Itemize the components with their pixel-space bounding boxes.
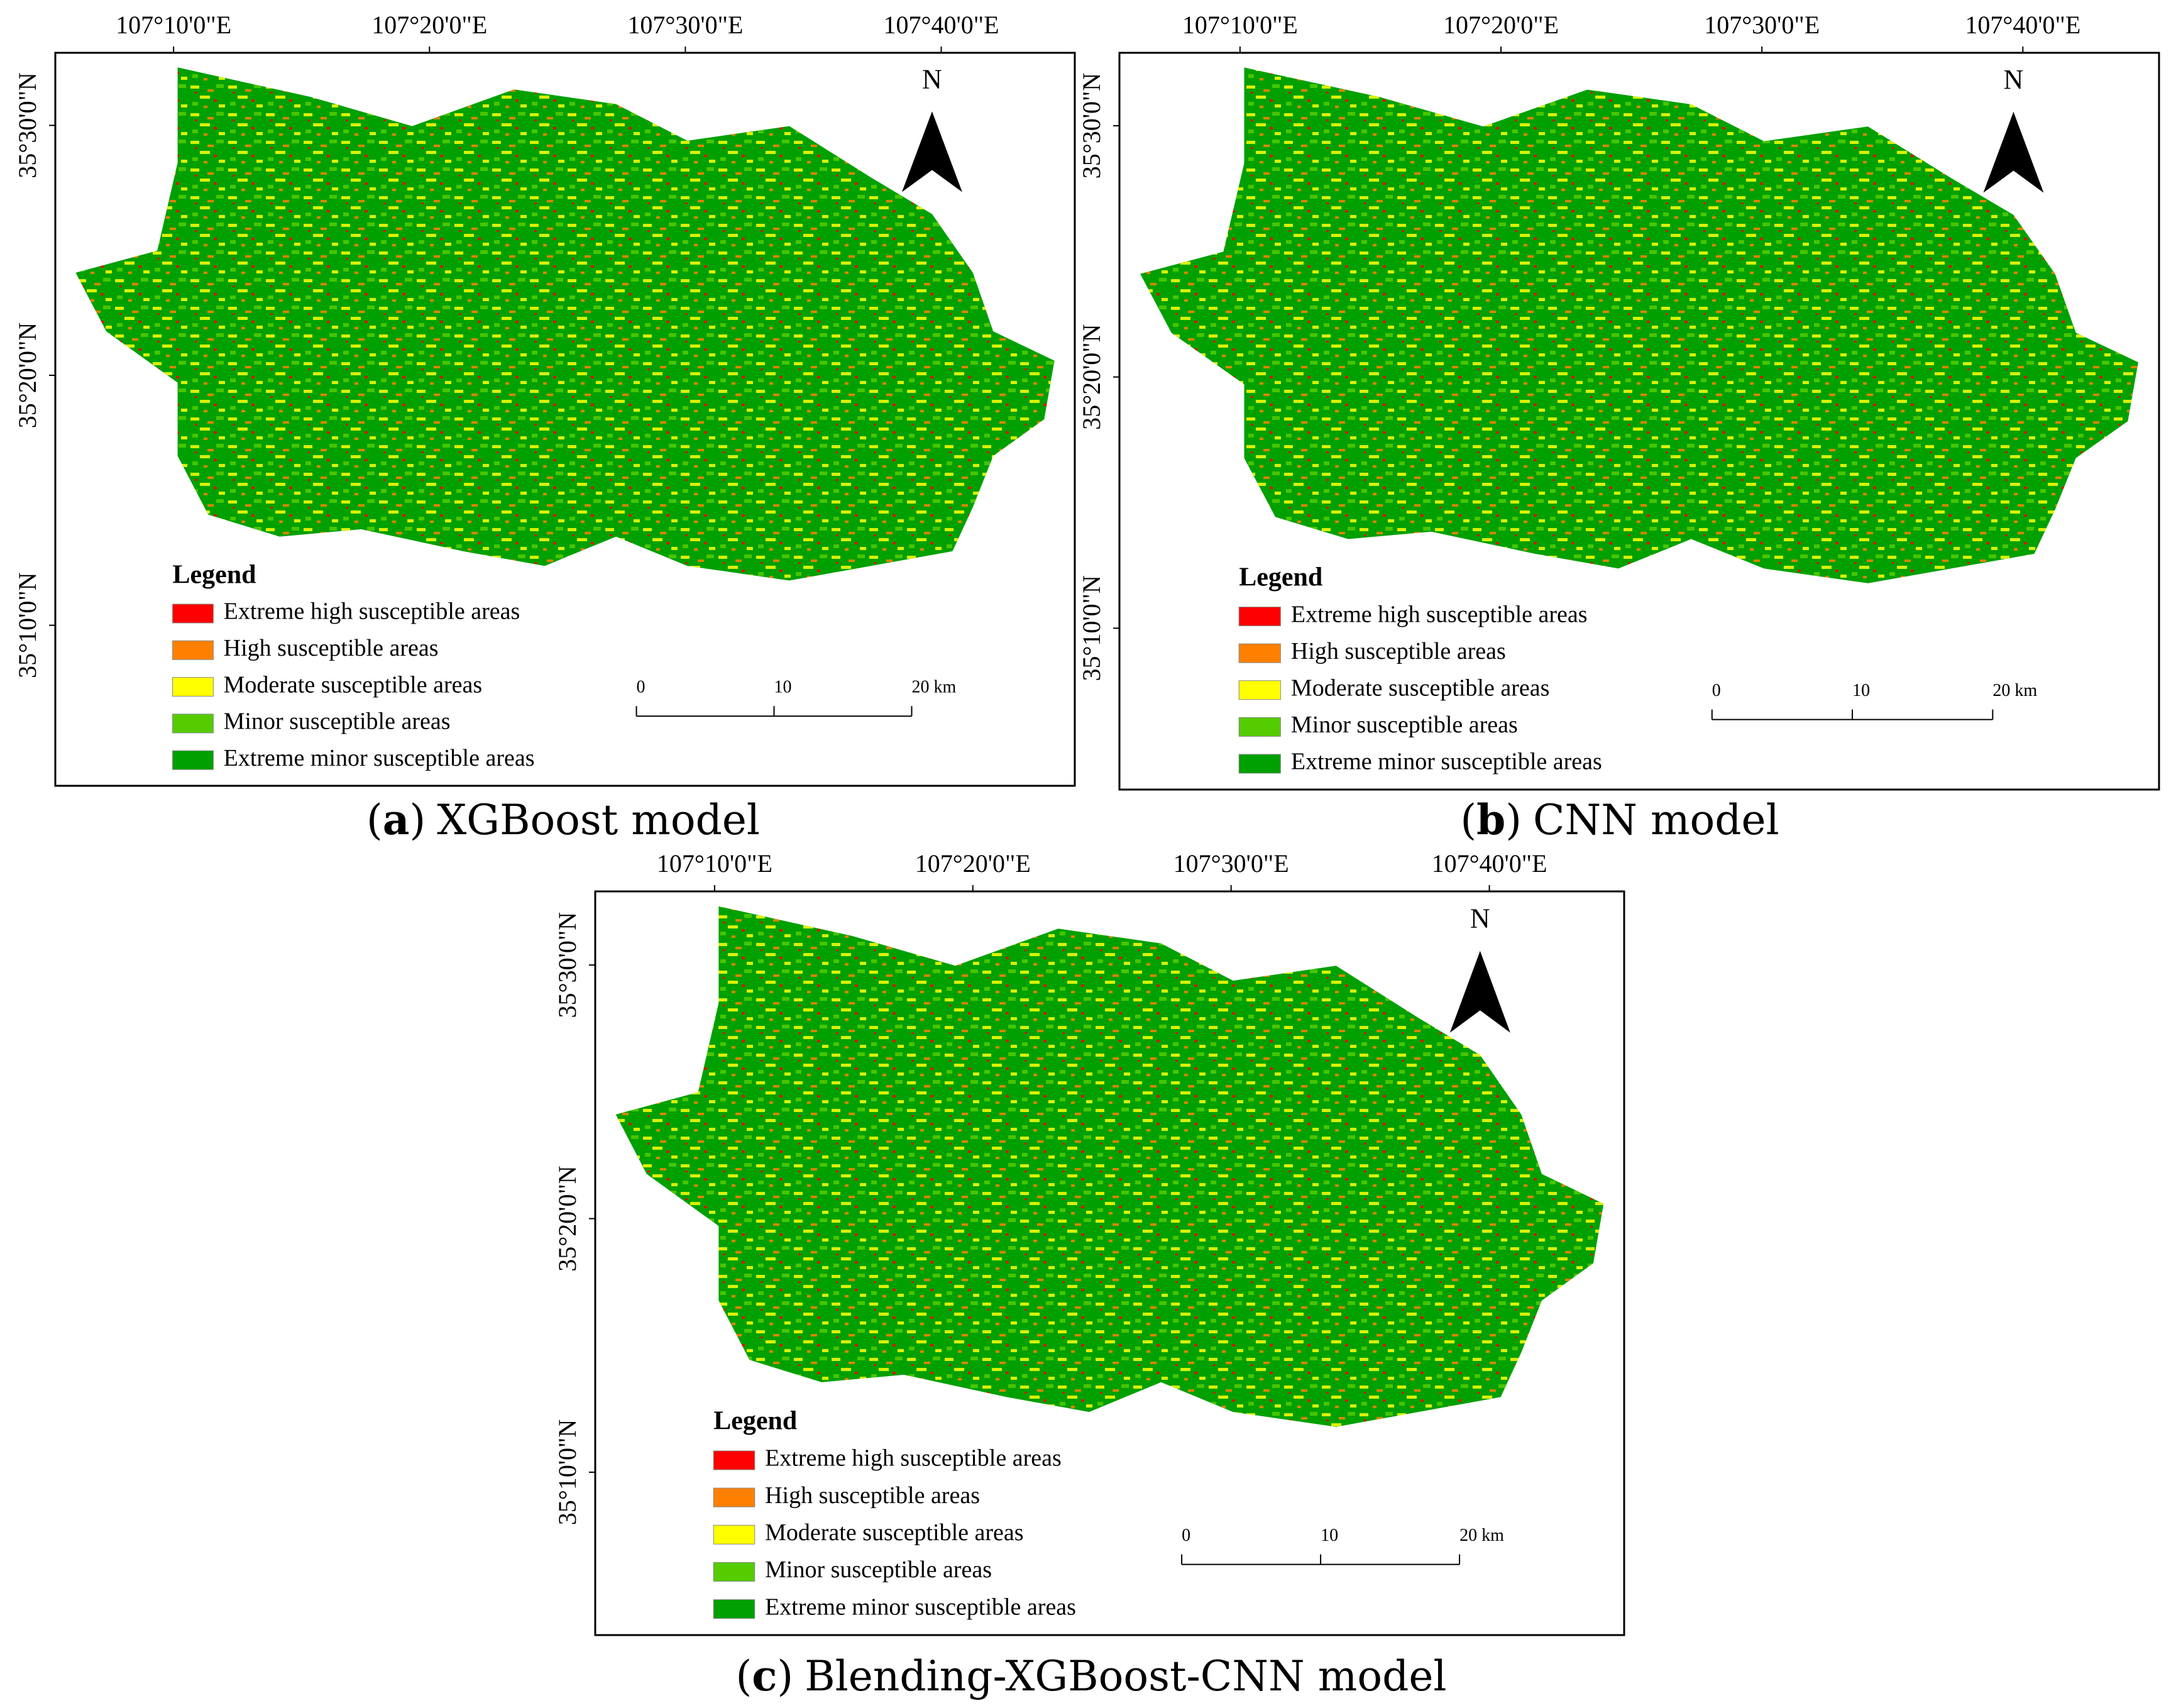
legend-label: High susceptible areas [1291, 638, 1506, 664]
scale-label: 0 [1182, 1526, 1190, 1545]
legend-swatch [713, 1524, 756, 1545]
longitude-label: 107°20'0"E [1443, 11, 1559, 39]
map-frame [54, 52, 1076, 787]
caption-letter: a [383, 795, 410, 844]
legend-label: Minor susceptible areas [1291, 712, 1518, 738]
north-label: N [2004, 64, 2024, 95]
longitude-label: 107°20'0"E [915, 849, 1031, 878]
legend-label: Minor susceptible areas [224, 708, 451, 735]
legend-swatch [713, 1487, 756, 1507]
susceptibility-texture [615, 906, 1604, 1427]
caption-text: CNN model [1533, 796, 1779, 844]
legend-label: Extreme high susceptible areas [224, 598, 520, 625]
legend-swatch [713, 1562, 756, 1582]
legend-title: Legend [713, 1406, 797, 1435]
susceptibility-texture [75, 67, 1055, 581]
longitude-label: 107°30'0"E [1173, 849, 1289, 878]
legend-swatch [172, 714, 214, 734]
longitude-label: 107°20'0"E [371, 11, 487, 39]
caption-bracket: ) [777, 1652, 793, 1700]
latitude-label: 35°10'0"N [13, 572, 41, 678]
scale-label: 20 km [1992, 681, 2037, 700]
caption: (a) XGBoost model [366, 795, 760, 844]
legend-title: Legend [1239, 563, 1322, 592]
scale-label: 10 [1321, 1526, 1338, 1545]
scale-label: 20 km [911, 678, 956, 697]
legend-label: Extreme minor susceptible areas [1291, 749, 1602, 775]
legend-label: Moderate susceptible areas [1291, 675, 1550, 701]
caption-bracket: ) [409, 796, 426, 844]
legend-swatch [1238, 717, 1281, 737]
longitude-label: 107°40'0"E [1432, 849, 1547, 878]
north-label: N [1470, 903, 1490, 934]
legend-label: Extreme high susceptible areas [1291, 601, 1588, 627]
scale-label: 0 [637, 678, 646, 697]
legend-swatch [1238, 643, 1281, 663]
caption-bracket: ) [1505, 796, 1522, 844]
north-label: N [922, 64, 942, 95]
scale-label: 0 [1712, 681, 1721, 700]
caption-bracket: ( [735, 1652, 752, 1700]
north-arrow [1449, 950, 1510, 1033]
legend-swatch [713, 1450, 756, 1470]
caption-bracket: ( [366, 796, 383, 844]
map-frame [1118, 52, 2160, 791]
north-arrow [901, 111, 962, 192]
legend-label: High susceptible areas [224, 635, 439, 661]
legend-label: Moderate susceptible areas [765, 1519, 1024, 1546]
latitude-label: 35°30'0"N [13, 72, 41, 178]
longitude-label: 107°40'0"E [884, 11, 999, 39]
longitude-label: 107°30'0"E [627, 11, 743, 39]
legend-label: High susceptible areas [765, 1482, 980, 1509]
legend-swatch [713, 1599, 756, 1619]
legend-swatch [172, 677, 214, 697]
longitude-label: 107°10'0"E [116, 11, 231, 39]
latitude-label: 35°10'0"N [553, 1419, 581, 1525]
legend-label: Extreme high susceptible areas [765, 1445, 1062, 1472]
longitude-label: 107°10'0"E [1182, 11, 1298, 39]
legend-swatch [172, 603, 214, 624]
map-panel: 107°10'0"E 107°20'0"E 107°30'0"E 107°40'0"E… [553, 849, 1625, 1700]
susceptibility-texture [1140, 67, 2138, 583]
caption-text: Blending-XGBoost-CNN model [805, 1652, 1446, 1700]
latitude-label: 35°20'0"N [1077, 324, 1106, 429]
longitude-label: 107°30'0"E [1704, 11, 1820, 39]
map-frame [594, 890, 1625, 1636]
legend-swatch [172, 750, 214, 770]
latitude-label: 35°20'0"N [553, 1165, 581, 1271]
latitude-label: 35°20'0"N [13, 322, 41, 428]
legend-swatch [1238, 607, 1281, 627]
legend-swatch [1238, 680, 1281, 700]
legend-label: Extreme minor susceptible areas [765, 1594, 1076, 1620]
legend-label: Minor susceptible areas [765, 1556, 992, 1583]
caption: (b) CNN model [1460, 795, 1779, 844]
latitude-label: 35°30'0"N [1077, 73, 1106, 179]
legend-swatch [172, 640, 214, 660]
legend-label: Extreme minor susceptible areas [224, 745, 535, 771]
legend-swatch [1238, 754, 1281, 774]
map-panel: 107°10'0"E 107°20'0"E 107°30'0"E 107°40'0"E… [13, 11, 1076, 844]
caption-letter: c [752, 1651, 777, 1700]
caption-text: XGBoost model [437, 796, 760, 844]
scale-label: 10 [1852, 681, 1870, 700]
caption-letter: b [1476, 795, 1505, 844]
latitude-label: 35°10'0"N [1077, 575, 1106, 681]
legend-label: Moderate susceptible areas [224, 671, 483, 698]
map-panel: 107°10'0"E 107°20'0"E 107°30'0"E 107°40'0"E… [1077, 11, 2160, 844]
caption: (c) Blending-XGBoost-CNN model [735, 1651, 1446, 1700]
caption-bracket: ( [1460, 796, 1476, 844]
longitude-label: 107°10'0"E [657, 849, 772, 878]
scale-label: 20 km [1459, 1526, 1504, 1545]
north-arrow [1983, 111, 2044, 193]
legend-title: Legend [173, 560, 256, 589]
longitude-label: 107°40'0"E [1965, 11, 2080, 39]
scale-label: 10 [774, 678, 792, 697]
latitude-label: 35°30'0"N [553, 912, 581, 1018]
